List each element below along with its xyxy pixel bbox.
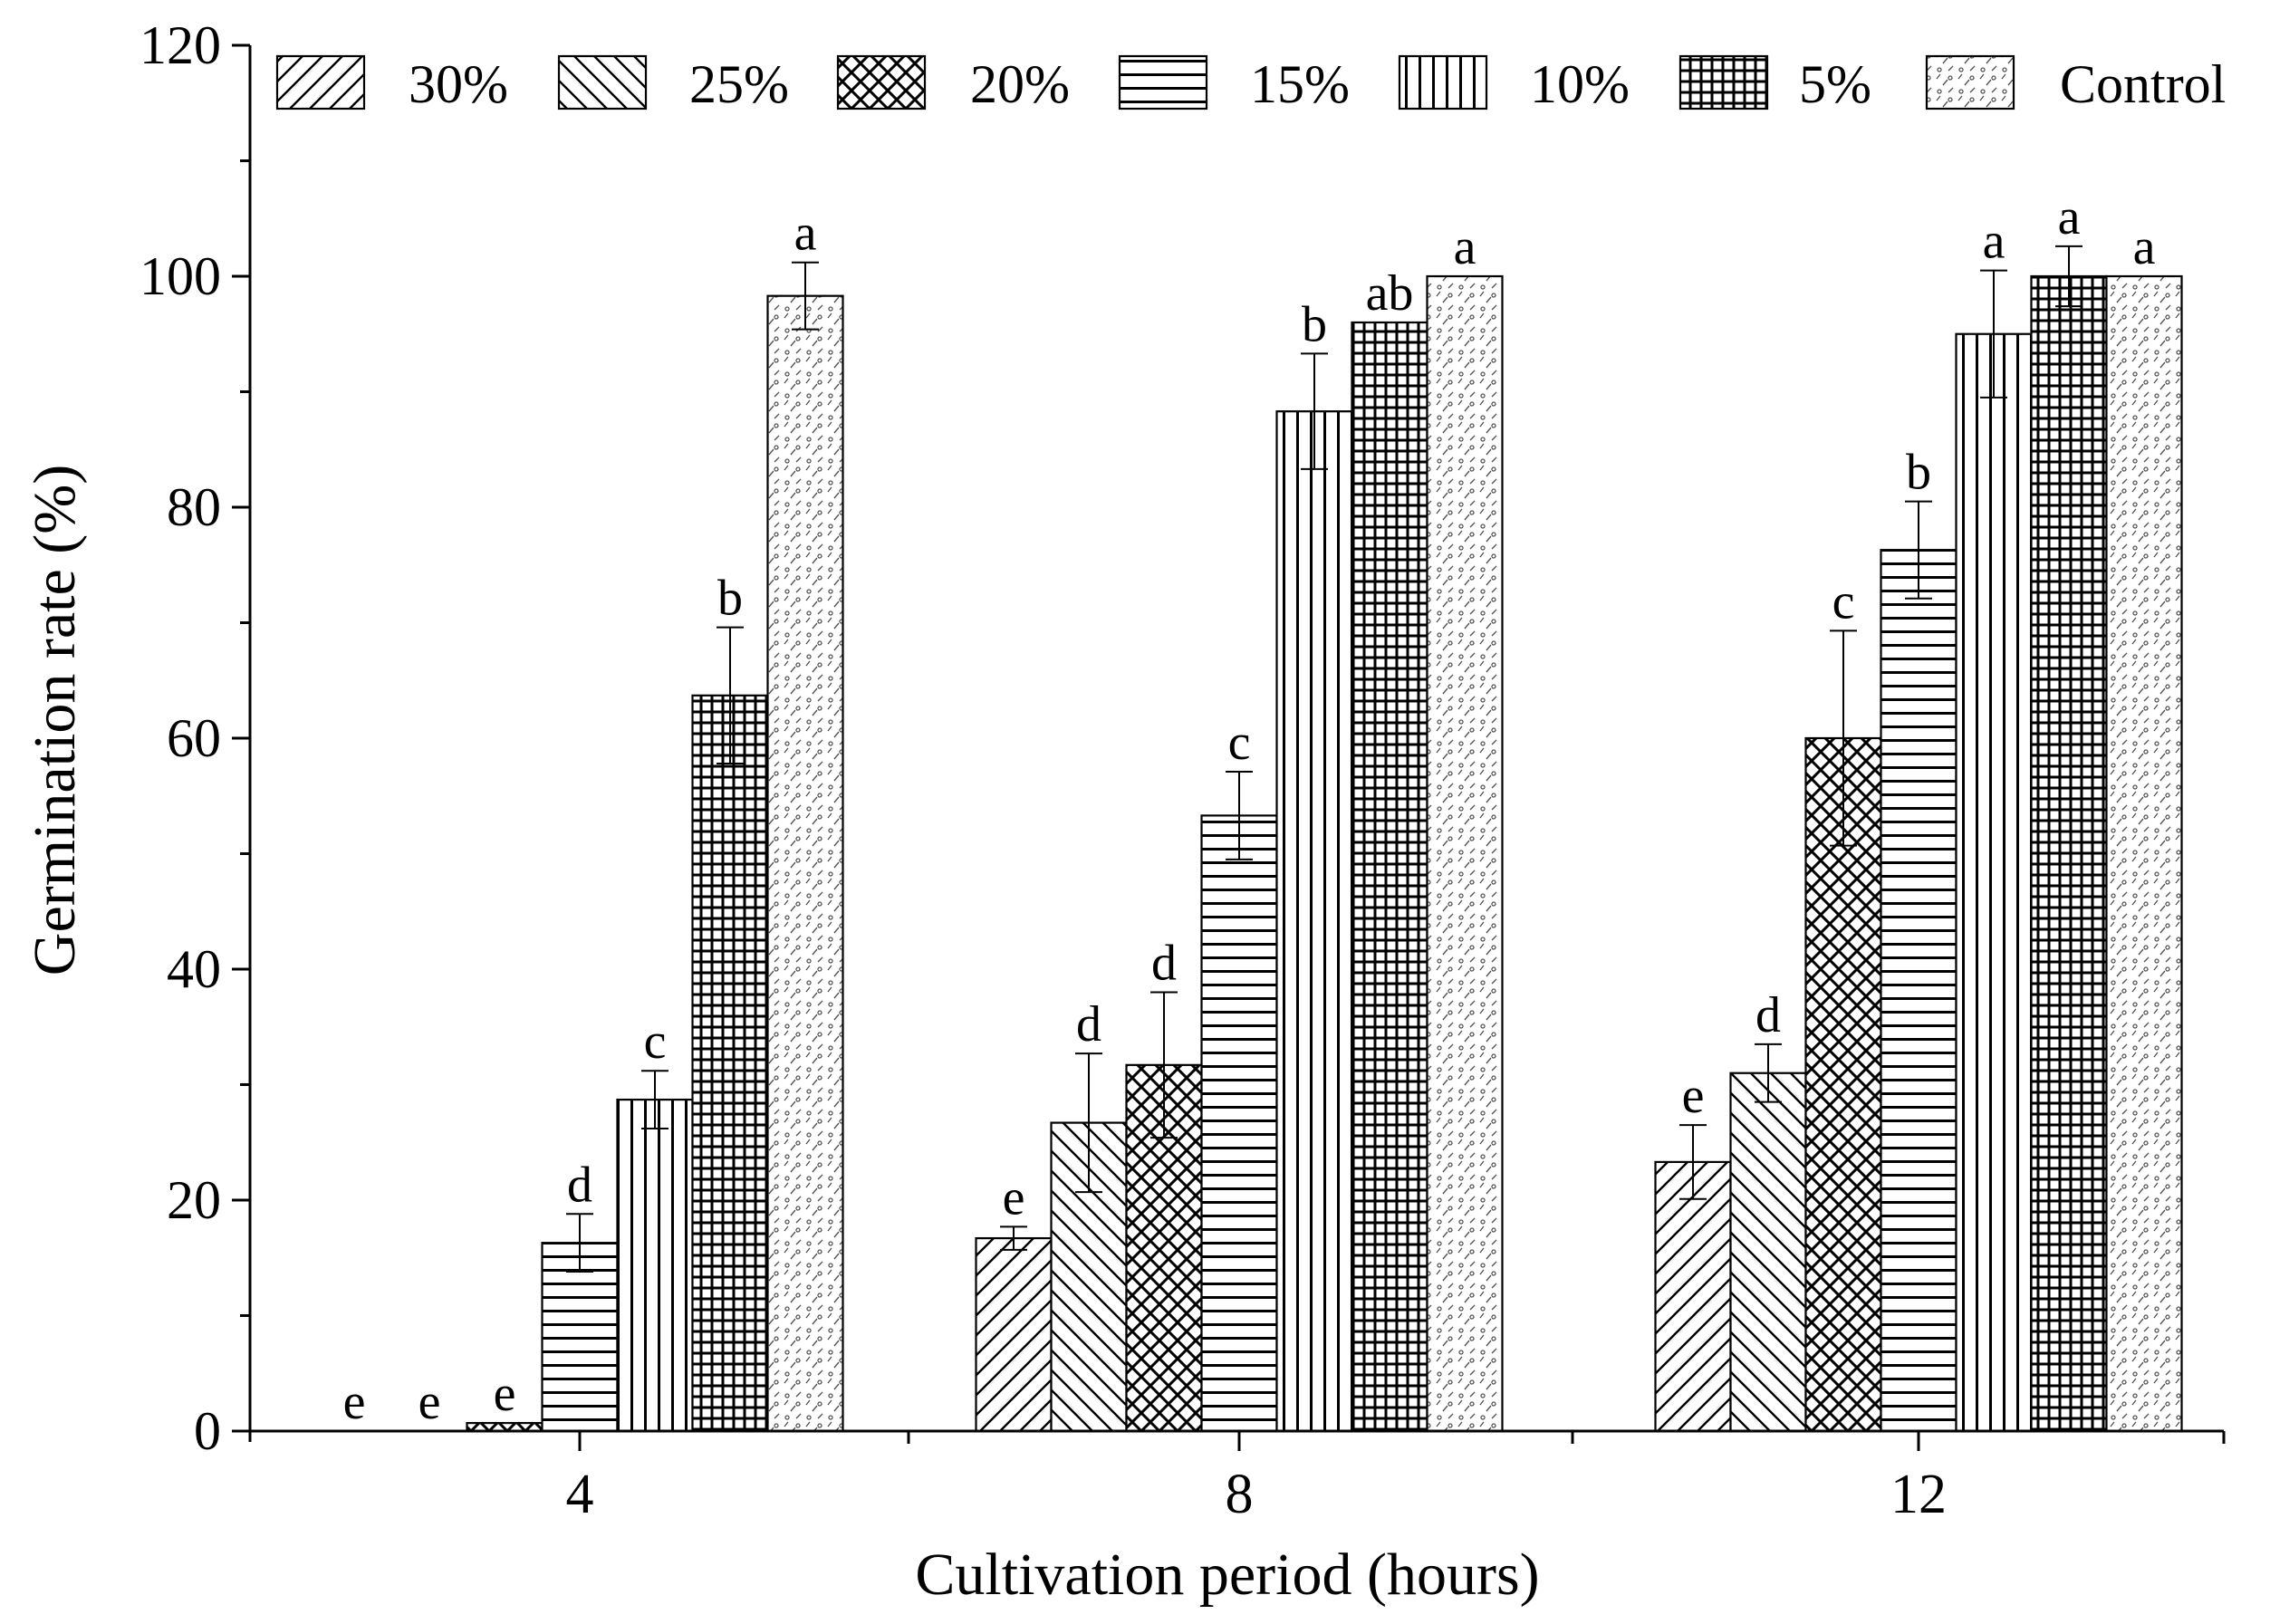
legend-label: 20% [970,54,1070,114]
significance-letter: e [1682,1068,1705,1124]
significance-letter: c [1832,573,1855,629]
bar-Control-8h [1426,274,1504,1433]
y-axis-title: Germination rate (%) [22,465,88,975]
legend-label: 30% [409,54,508,114]
bar-10%-12h [1955,332,2033,1433]
bar-5%-4h [691,694,769,1433]
significance-letter: e [418,1374,441,1430]
bar-Control-12h [2105,274,2183,1433]
bar-5%-12h [2030,274,2108,1433]
significance-letter: a [794,206,817,262]
y-tick-label: 120 [139,15,221,75]
y-tick-label: 0 [194,1401,221,1461]
bar-10%-8h [1275,410,1353,1433]
bar-15%-12h [1880,549,1957,1433]
significance-letter: d [1076,996,1101,1052]
significance-letter: a [2133,219,2156,275]
legend-label: 10% [1530,54,1630,114]
y-tick-label: 40 [167,939,221,999]
bar-Control-4h [766,294,844,1433]
significance-letter: c [1228,715,1251,771]
significance-letter: d [1755,987,1781,1043]
bar-15%-8h [1200,814,1278,1433]
legend-swatch-30% [275,54,366,111]
significance-letter: ab [1366,265,1414,322]
significance-letter: a [1454,219,1476,275]
significance-letter: a [1983,214,2005,270]
legend-label: 15% [1250,54,1350,114]
legend-label: Control [2060,54,2226,114]
legend-swatch-20% [836,54,927,111]
bar-10%-4h [616,1098,694,1433]
x-tick-label: 8 [1226,1464,1254,1525]
x-tick-label: 12 [1890,1464,1947,1525]
legend-label: 5% [1799,54,1871,114]
significance-letter: b [1302,296,1327,352]
legend-label: 25% [689,54,789,114]
bar-5%-8h [1351,321,1428,1433]
significance-letter: d [567,1157,592,1213]
significance-letter: b [1906,445,1931,501]
legend-swatch-Control [1925,54,2015,111]
legend-swatch-25% [557,54,648,111]
bar-25%-12h [1729,1071,1807,1433]
significance-letter: b [717,571,743,627]
significance-letter: e [343,1374,366,1430]
x-tick-label: 4 [566,1464,594,1525]
bar-30%-8h [975,1236,1053,1433]
legend-swatch-15% [1118,54,1208,111]
legend-swatch-10% [1398,54,1488,111]
y-tick-label: 60 [167,708,221,768]
bar-30%-12h [1654,1160,1732,1433]
significance-letter: e [494,1366,516,1422]
y-tick-label: 20 [167,1170,221,1230]
significance-letter: c [644,1014,667,1070]
significance-letter: e [1003,1169,1025,1225]
significance-letter: d [1151,936,1177,992]
legend-swatch-5% [1678,54,1769,111]
y-tick-label: 80 [167,477,221,537]
x-axis-title: Cultivation period (hours) [915,1542,1539,1608]
significance-letter: a [2058,189,2081,245]
y-tick-label: 100 [139,246,221,306]
